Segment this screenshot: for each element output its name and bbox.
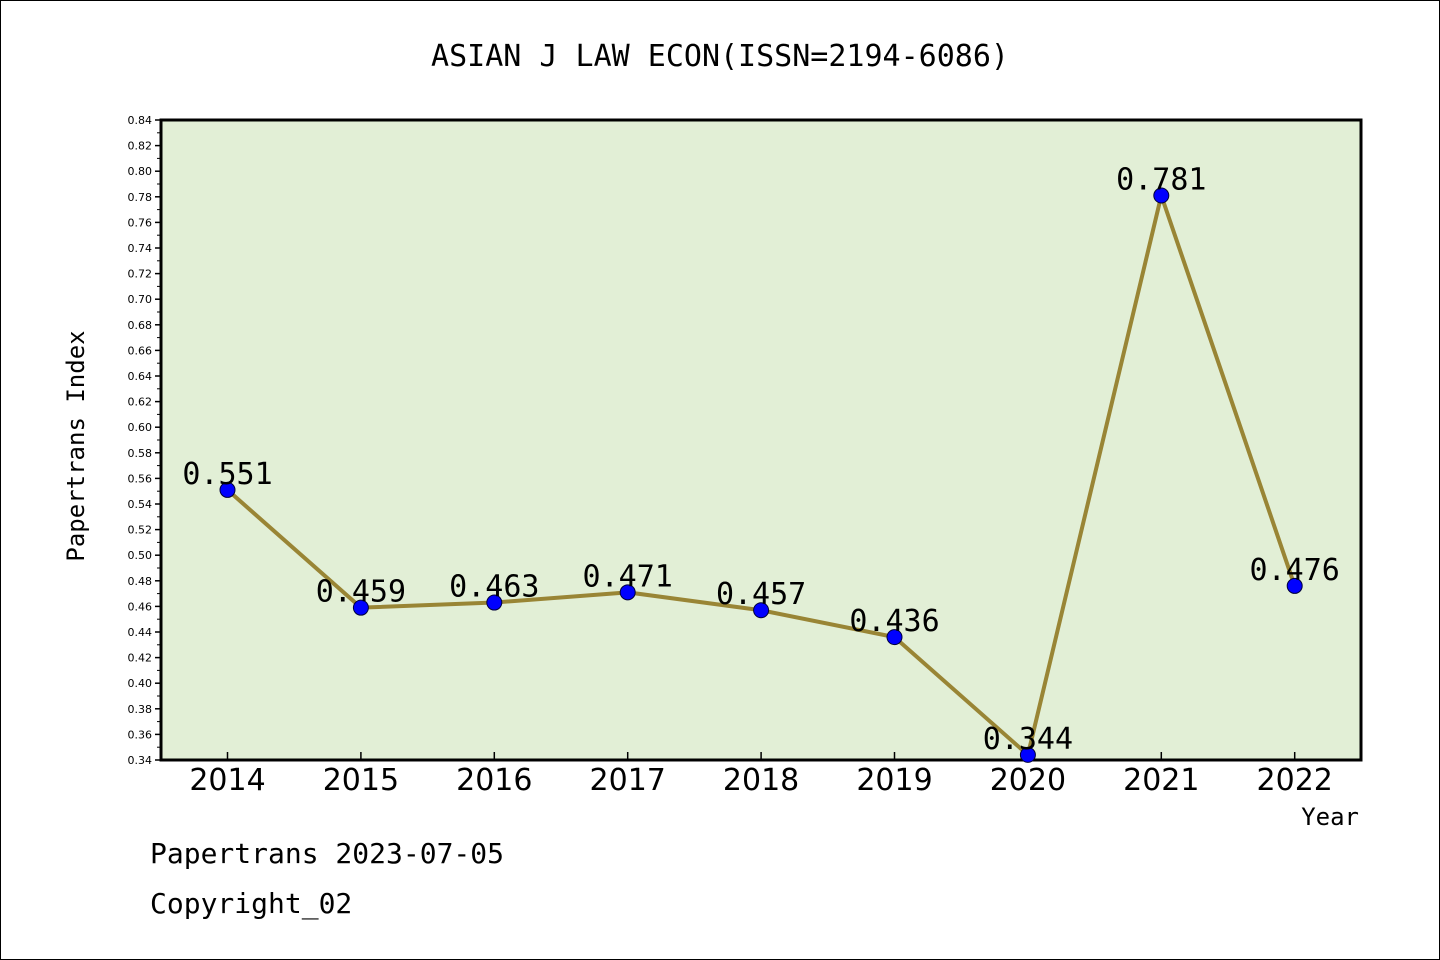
plot-area — [159, 118, 1363, 762]
data-label: 0.436 — [849, 604, 939, 639]
footer-copyright: Copyright_02 — [150, 887, 352, 921]
data-point — [886, 629, 903, 646]
y-tick-label: 0.78 — [128, 191, 153, 204]
x-axis-label: Year — [1301, 803, 1359, 831]
y-tick-label: 0.42 — [128, 652, 153, 665]
y-axis-label: Papertrans Index — [62, 330, 90, 561]
y-tick-label: 0.80 — [128, 165, 153, 178]
data-point — [219, 481, 236, 498]
y-tick-label: 0.76 — [128, 216, 153, 229]
y-tick-label: 0.52 — [128, 524, 153, 537]
y-tick-label: 0.46 — [128, 600, 153, 613]
data-point — [352, 599, 369, 616]
x-tick-label: 2022 — [1257, 763, 1333, 798]
y-axis: 0.34 0.36 0.38 0.40 0.42 0.44 0.46 0.48 0.50 0.52… — [128, 114, 161, 767]
y-tick-label: 0.60 — [128, 421, 153, 434]
data-point — [486, 594, 503, 611]
data-label: 0.476 — [1250, 553, 1340, 588]
data-label: 0.463 — [449, 570, 539, 605]
x-tick-label: 2016 — [456, 763, 532, 798]
data-label: 0.459 — [316, 575, 406, 610]
x-tick-label: 2020 — [990, 763, 1066, 798]
data-point — [1019, 746, 1036, 763]
data-label: 0.551 — [182, 457, 272, 492]
x-tick-label: 2019 — [856, 763, 932, 798]
y-tick-label: 0.72 — [128, 268, 153, 281]
data-point — [1153, 187, 1170, 204]
y-tick-label: 0.62 — [128, 396, 153, 409]
y-tick-label: 0.44 — [128, 626, 153, 639]
x-tick-label: 2017 — [590, 763, 666, 798]
y-tick-label: 0.68 — [128, 319, 153, 332]
y-tick-label: 0.48 — [128, 575, 153, 588]
y-tick-label: 0.82 — [128, 140, 153, 153]
x-tick-label: 2018 — [723, 763, 799, 798]
y-tick-label: 0.40 — [128, 677, 153, 690]
y-tick-label: 0.74 — [128, 242, 153, 255]
x-tick-label: 2014 — [189, 763, 265, 798]
data-point — [619, 584, 636, 601]
y-tick-label: 0.64 — [128, 370, 153, 383]
y-tick-label: 0.84 — [128, 114, 153, 127]
data-label: 0.471 — [583, 559, 673, 594]
series-markers — [219, 187, 1303, 763]
x-tick-label: 2021 — [1123, 763, 1199, 798]
y-tick-label: 0.36 — [128, 728, 153, 741]
y-tick-label: 0.38 — [128, 703, 153, 716]
data-labels: 0.551 0.459 0.463 0.471 0.457 0.436 0.344 0.781… — [182, 163, 1340, 757]
y-tick-label: 0.66 — [128, 344, 153, 357]
y-tick-label: 0.34 — [128, 754, 153, 767]
y-tick-label: 0.54 — [128, 498, 153, 511]
y-tick-label: 0.70 — [128, 293, 153, 306]
data-point — [1286, 577, 1303, 594]
y-tick-label: 0.50 — [128, 549, 153, 562]
y-tick-label: 0.56 — [128, 472, 153, 485]
y-tick-label: 0.58 — [128, 447, 153, 460]
data-label: 0.457 — [716, 577, 806, 612]
data-point — [753, 602, 770, 619]
x-axis: 2014 2015 2016 2017 2018 2019 2020 2021 2022 — [189, 752, 1333, 798]
footer-source: Papertrans 2023-07-05 — [150, 837, 504, 870]
data-label: 0.344 — [983, 722, 1073, 757]
data-label: 0.781 — [1116, 163, 1206, 198]
chart-title: ASIAN J LAW ECON(ISSN=2194-6086) — [431, 39, 1009, 74]
x-tick-label: 2015 — [323, 763, 399, 798]
